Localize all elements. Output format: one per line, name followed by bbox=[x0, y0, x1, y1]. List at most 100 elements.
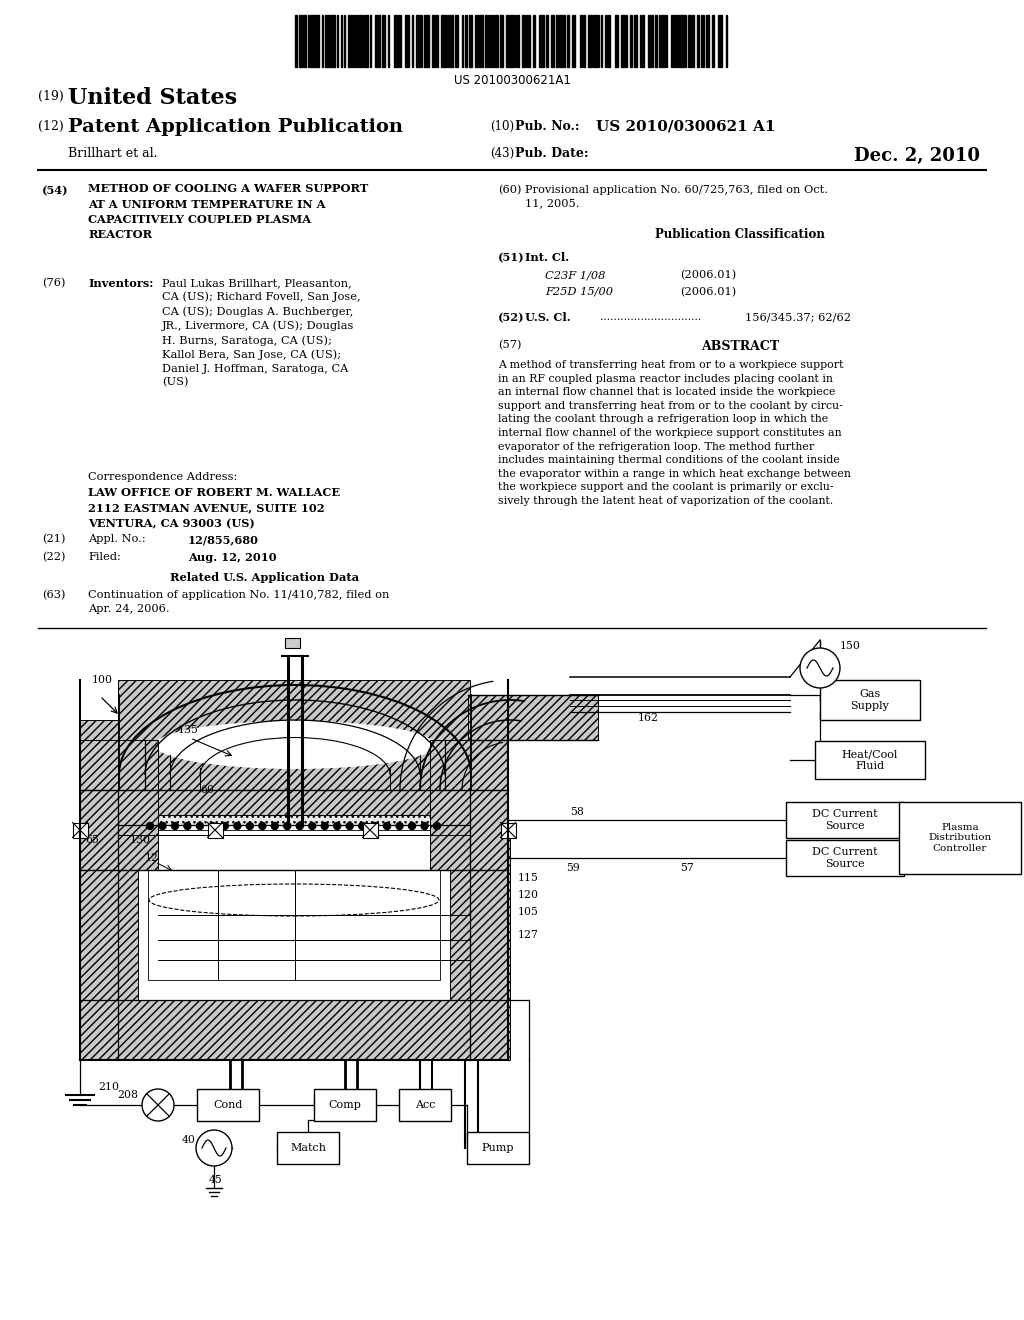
Bar bbox=[630, 15, 632, 67]
Bar bbox=[352, 15, 354, 67]
Text: (57): (57) bbox=[498, 341, 521, 350]
Circle shape bbox=[159, 822, 166, 829]
Bar bbox=[593, 15, 597, 67]
Bar bbox=[158, 814, 430, 836]
Text: DC Current
Source: DC Current Source bbox=[812, 847, 878, 869]
Bar bbox=[362, 822, 378, 837]
Text: 125: 125 bbox=[310, 847, 331, 857]
Circle shape bbox=[171, 822, 178, 829]
Bar bbox=[534, 15, 535, 67]
Text: 10: 10 bbox=[187, 960, 201, 970]
Text: 208: 208 bbox=[117, 1090, 138, 1100]
Bar bbox=[430, 825, 470, 870]
Circle shape bbox=[334, 822, 341, 829]
Text: ABSTRACT: ABSTRACT bbox=[701, 341, 779, 352]
Text: 59: 59 bbox=[566, 863, 580, 873]
Bar bbox=[580, 15, 582, 67]
Bar bbox=[314, 1089, 376, 1121]
Text: 206: 206 bbox=[344, 1096, 366, 1105]
Text: (60): (60) bbox=[498, 185, 521, 195]
Bar bbox=[634, 15, 637, 67]
Bar bbox=[786, 840, 904, 876]
Text: 20: 20 bbox=[194, 942, 208, 953]
Bar bbox=[567, 15, 569, 67]
Bar bbox=[583, 15, 585, 67]
Bar bbox=[303, 15, 306, 67]
Text: 204: 204 bbox=[425, 1096, 445, 1105]
Text: (51): (51) bbox=[498, 252, 524, 263]
Bar bbox=[148, 870, 440, 979]
Bar bbox=[375, 15, 377, 67]
Bar bbox=[509, 15, 514, 67]
Text: (22): (22) bbox=[42, 552, 66, 562]
Bar bbox=[470, 741, 508, 870]
Text: 126: 126 bbox=[145, 853, 166, 863]
Text: Comp: Comp bbox=[329, 1100, 361, 1110]
Bar bbox=[364, 15, 368, 67]
Bar bbox=[158, 830, 430, 870]
Bar bbox=[815, 741, 925, 779]
Text: U.S. Cl.: U.S. Cl. bbox=[525, 312, 570, 323]
Text: Brillhart et al.: Brillhart et al. bbox=[68, 147, 158, 160]
Text: Publication Classification: Publication Classification bbox=[655, 228, 825, 242]
Text: Related U.S. Application Data: Related U.S. Application Data bbox=[170, 572, 359, 583]
Bar bbox=[718, 15, 722, 67]
Circle shape bbox=[259, 822, 266, 829]
Bar bbox=[495, 15, 498, 67]
Text: 130: 130 bbox=[130, 836, 151, 845]
Bar bbox=[80, 830, 510, 1060]
Bar bbox=[299, 15, 302, 67]
Bar bbox=[469, 15, 472, 67]
Text: 115: 115 bbox=[518, 873, 539, 883]
Text: (21): (21) bbox=[42, 535, 66, 544]
Bar bbox=[325, 15, 329, 67]
Bar bbox=[477, 15, 479, 67]
Text: Pub. Date:: Pub. Date: bbox=[515, 147, 589, 160]
Bar bbox=[80, 741, 118, 870]
Text: (63): (63) bbox=[42, 590, 66, 601]
Text: 100: 100 bbox=[92, 675, 113, 685]
Bar bbox=[330, 15, 335, 67]
Bar bbox=[559, 15, 562, 67]
Text: Acc: Acc bbox=[415, 1100, 435, 1110]
Bar bbox=[642, 15, 644, 67]
Text: Plasma
Distribution
Controller: Plasma Distribution Controller bbox=[929, 824, 991, 853]
Bar bbox=[506, 15, 508, 67]
Text: 15: 15 bbox=[152, 960, 166, 970]
Bar bbox=[285, 638, 300, 648]
Bar bbox=[712, 15, 714, 67]
Text: United States: United States bbox=[68, 87, 238, 110]
Text: Gas
Supply: Gas Supply bbox=[851, 689, 890, 710]
Circle shape bbox=[233, 822, 241, 829]
Bar bbox=[588, 15, 592, 67]
Circle shape bbox=[197, 822, 204, 829]
Text: 210: 210 bbox=[98, 1082, 119, 1092]
Text: Continuation of application No. 11/410,782, filed on
Apr. 24, 2006.: Continuation of application No. 11/410,7… bbox=[88, 590, 389, 614]
Bar bbox=[118, 680, 470, 789]
Text: 12/855,680: 12/855,680 bbox=[188, 535, 259, 545]
Bar bbox=[899, 803, 1021, 874]
Text: 65: 65 bbox=[85, 836, 99, 845]
Bar bbox=[697, 15, 699, 67]
Bar bbox=[563, 15, 565, 67]
Circle shape bbox=[433, 822, 440, 829]
Text: Provisional application No. 60/725,763, filed on Oct.
11, 2005.: Provisional application No. 60/725,763, … bbox=[525, 185, 828, 209]
Circle shape bbox=[396, 822, 403, 829]
Circle shape bbox=[296, 822, 303, 829]
Text: 125a: 125a bbox=[163, 855, 190, 865]
Text: (54): (54) bbox=[42, 185, 69, 195]
Text: -25: -25 bbox=[224, 960, 242, 970]
Circle shape bbox=[284, 822, 291, 829]
Text: (2006.01): (2006.01) bbox=[680, 271, 736, 280]
Text: Heat/Cool
Fluid: Heat/Cool Fluid bbox=[842, 750, 898, 771]
Circle shape bbox=[322, 822, 329, 829]
Bar bbox=[501, 822, 515, 837]
Circle shape bbox=[421, 822, 428, 829]
Circle shape bbox=[409, 822, 416, 829]
Text: LAW OFFICE OF ROBERT M. WALLACE
2112 EASTMAN AVENUE, SUITE 102
VENTURA, CA 93003: LAW OFFICE OF ROBERT M. WALLACE 2112 EAS… bbox=[88, 487, 340, 529]
Text: Pump: Pump bbox=[481, 1143, 514, 1152]
Bar bbox=[786, 803, 904, 838]
Bar bbox=[677, 15, 679, 67]
Circle shape bbox=[358, 822, 366, 829]
Bar bbox=[359, 15, 361, 67]
